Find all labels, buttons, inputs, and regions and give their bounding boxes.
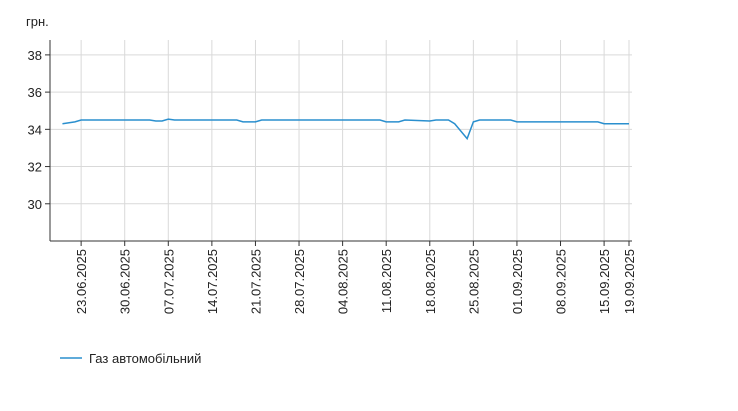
x-tick-label: 15.09.2025 bbox=[597, 249, 612, 314]
y-axis-label: грн. bbox=[26, 14, 49, 29]
x-tick-label: 11.08.2025 bbox=[379, 249, 394, 313]
x-tick-label: 19.09.2025 bbox=[622, 249, 637, 314]
x-tick-label: 07.07.2025 bbox=[161, 249, 176, 314]
x-tick-label: 04.08.2025 bbox=[336, 249, 351, 314]
x-tick-label: 08.09.2025 bbox=[554, 249, 569, 314]
x-tick-label: 21.07.2025 bbox=[248, 249, 263, 314]
legend-label: Газ автомобільний bbox=[89, 351, 201, 366]
x-tick-label: 18.08.2025 bbox=[423, 249, 438, 314]
y-tick-label: 30 bbox=[28, 197, 42, 212]
x-tick-label: 23.06.2025 bbox=[74, 249, 89, 314]
y-tick-label: 34 bbox=[28, 122, 42, 137]
x-tick-label: 01.09.2025 bbox=[510, 249, 525, 314]
y-tick-label: 32 bbox=[28, 160, 42, 175]
data-line bbox=[62, 118, 629, 141]
y-tick-label: 36 bbox=[28, 85, 42, 100]
x-tick-label: 28.07.2025 bbox=[292, 249, 307, 314]
y-tick-label: 38 bbox=[28, 48, 42, 63]
x-tick-label: 25.08.2025 bbox=[466, 249, 481, 314]
x-tick-label: 30.06.2025 bbox=[118, 249, 133, 314]
x-tick-label: 14.07.2025 bbox=[205, 249, 220, 314]
